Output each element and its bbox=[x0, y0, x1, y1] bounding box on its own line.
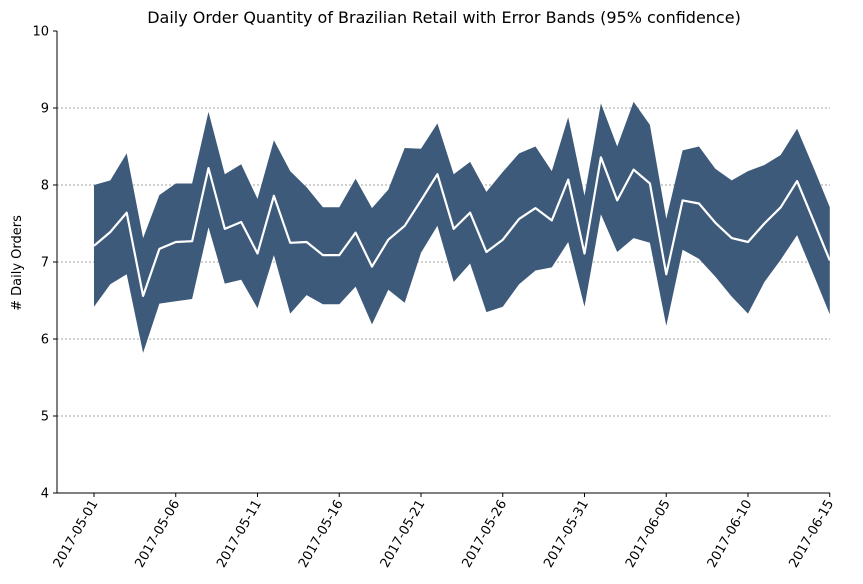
mean-line bbox=[93, 156, 831, 297]
x-tick-label: 2017-05-01 bbox=[51, 498, 102, 571]
y-tick-label: 8 bbox=[41, 179, 49, 194]
x-tick-label: 2017-05-11 bbox=[214, 498, 265, 571]
y-tick-label: 9 bbox=[41, 102, 49, 117]
x-tick-label: 2017-05-31 bbox=[541, 498, 592, 571]
x-tick-label: 2017-05-16 bbox=[296, 498, 347, 571]
error-band bbox=[94, 101, 830, 353]
x-ticks: 2017-05-01 2017-05-06 2017-05-11 2017-05-16… bbox=[51, 493, 837, 571]
y-tick-label: 5 bbox=[41, 410, 49, 425]
x-tick-label: 2017-05-26 bbox=[459, 498, 510, 571]
y-tick-label: 10 bbox=[32, 25, 49, 40]
x-tick-label: 2017-06-10 bbox=[705, 498, 756, 571]
x-tick-label: 2017-05-21 bbox=[378, 498, 429, 571]
chart-title: Daily Order Quantity of Brazilian Retail… bbox=[147, 8, 741, 27]
y-tick-label: 6 bbox=[41, 333, 49, 348]
x-tick-label: 2017-06-15 bbox=[786, 498, 837, 571]
y-tick-label: 4 bbox=[41, 487, 49, 502]
y-axis-label: # Daily Orders bbox=[10, 215, 25, 311]
y-ticks: 4 5 6 7 8 9 10 bbox=[32, 25, 57, 502]
x-tick-label: 2017-05-06 bbox=[132, 498, 183, 571]
y-tick-label: 7 bbox=[41, 256, 49, 271]
x-tick-label: 2017-06-05 bbox=[623, 498, 674, 571]
